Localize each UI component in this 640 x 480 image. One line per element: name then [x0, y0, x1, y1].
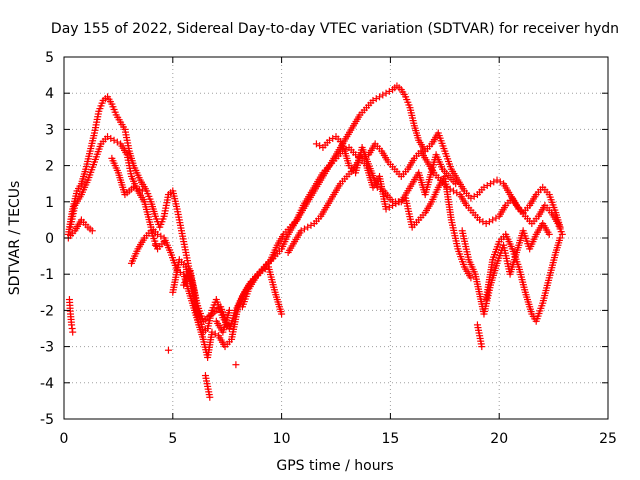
data-point: [486, 180, 494, 188]
data-point: [225, 306, 233, 314]
axis-ticks: [63, 56, 609, 420]
y-tick-label: 2: [45, 159, 54, 175]
data-point: [151, 241, 159, 249]
x-tick-label: 0: [60, 431, 69, 447]
data-point: [379, 91, 387, 99]
data-point: [278, 310, 286, 318]
x-tick-label: 20: [490, 431, 508, 447]
data-point: [372, 95, 380, 103]
y-tick-label: 5: [45, 50, 54, 66]
x-tick-label: 5: [168, 431, 177, 447]
y-tick-label: 4: [45, 86, 54, 102]
data-point: [107, 134, 115, 142]
data-point: [470, 192, 478, 200]
data-point: [300, 225, 308, 233]
y-tick-labels: -5 -4 -3 -2 -1 0 1 2 3 4 5: [40, 50, 54, 428]
data-point: [382, 89, 390, 97]
data-points: [64, 82, 566, 401]
data-point: [556, 234, 564, 242]
data-point: [88, 227, 96, 235]
data-point: [452, 180, 460, 188]
data-point: [385, 203, 393, 211]
data-point: [545, 230, 553, 238]
data-point: [164, 346, 172, 354]
data-point: [206, 393, 214, 401]
data-point: [479, 218, 487, 226]
data-point: [211, 330, 219, 338]
x-tick-labels: 0 5 10 15 20 25: [60, 431, 617, 447]
data-point: [485, 218, 493, 226]
data-point: [316, 142, 324, 150]
data-point: [482, 220, 490, 228]
y-axis-label: SDTVAR / TECUs: [7, 181, 23, 296]
data-point: [195, 321, 203, 329]
x-tick-label: 10: [273, 431, 291, 447]
y-tick-label: -2: [40, 303, 54, 319]
y-tick-label: -3: [40, 340, 54, 356]
data-point: [483, 182, 491, 190]
data-point: [329, 134, 337, 142]
data-point: [489, 216, 497, 224]
y-tick-label: 3: [45, 122, 54, 138]
data-point: [304, 223, 312, 231]
data-point: [558, 230, 566, 238]
data-point: [453, 189, 461, 197]
data-point: [450, 187, 458, 195]
data-point: [312, 140, 320, 148]
data-point: [160, 238, 168, 246]
y-tick-label: -4: [40, 376, 54, 392]
data-point: [223, 321, 231, 329]
chart-title: Day 155 of 2022, Sidereal Day-to-day VTE…: [51, 21, 619, 37]
data-point: [496, 178, 504, 186]
data-point: [113, 138, 121, 146]
data-point: [376, 93, 384, 101]
x-axis-label: GPS time / hours: [276, 458, 393, 474]
x-tick-label: 15: [381, 431, 399, 447]
data-point: [138, 187, 146, 195]
data-point: [157, 232, 165, 240]
data-point: [478, 343, 486, 351]
data-point: [110, 136, 118, 144]
data-point: [492, 214, 500, 222]
y-tick-label: 0: [45, 231, 54, 247]
data-point: [490, 178, 498, 186]
data-point: [307, 221, 315, 229]
y-tick-label: -5: [40, 412, 54, 428]
x-tick-label: 25: [599, 431, 617, 447]
y-tick-label: -1: [40, 267, 54, 283]
data-point: [69, 328, 77, 336]
y-tick-label: 1: [45, 195, 54, 211]
data-point: [467, 274, 475, 282]
data-point: [385, 87, 393, 95]
data-point: [232, 361, 240, 369]
